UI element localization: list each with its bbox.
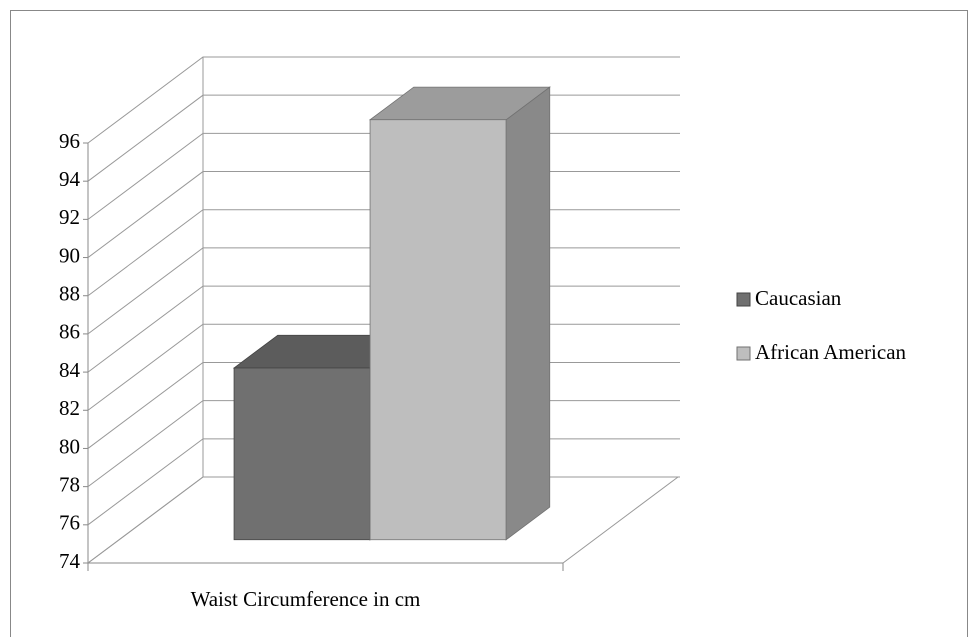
bar-front: [233, 367, 371, 541]
y-tick-label: 76: [59, 511, 80, 535]
y-tick-label: 80: [59, 434, 80, 458]
y-tick-label: 94: [59, 167, 81, 191]
legend-marker: [736, 346, 751, 361]
y-tick-label: 88: [59, 282, 80, 306]
y-tick-label: 96: [59, 129, 80, 153]
bar: [368, 86, 551, 541]
grid-line: [87, 56, 680, 144]
legend-label: Caucasian: [755, 286, 842, 310]
legend-label: African American: [755, 340, 907, 364]
x-tick-label: Waist Circumference in cm: [191, 587, 421, 611]
bar-front: [369, 119, 507, 541]
bar-side: [505, 86, 551, 541]
y-tick-label: 74: [59, 549, 81, 573]
y-tick-label: 86: [59, 320, 80, 344]
y-tick-label: 84: [59, 358, 81, 382]
y-tick-label: 82: [59, 396, 80, 420]
legend-marker: [736, 292, 751, 307]
y-tick-label: 78: [59, 472, 80, 496]
y-tick-label: 90: [59, 243, 80, 267]
y-tick-label: 92: [59, 205, 80, 229]
